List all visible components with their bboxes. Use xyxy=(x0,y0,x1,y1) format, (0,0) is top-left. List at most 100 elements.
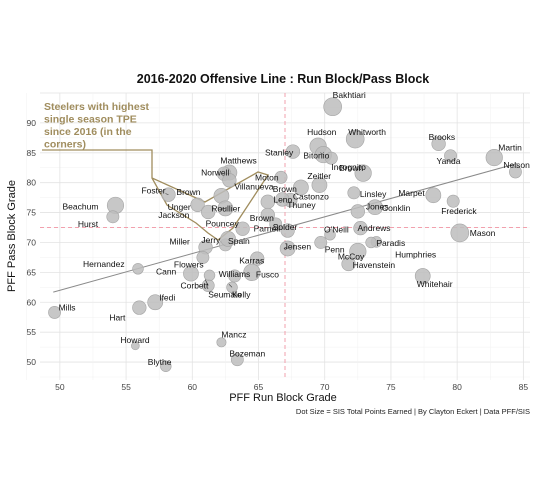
point-label: Zeitler xyxy=(307,171,331,181)
point-label: Frederick xyxy=(441,206,477,216)
data-point xyxy=(220,231,236,247)
data-point xyxy=(444,149,457,163)
point-label: Penn xyxy=(325,244,345,254)
data-point xyxy=(131,341,140,351)
point-label: Yanda xyxy=(437,156,461,166)
point-label: Paradis xyxy=(376,238,405,248)
data-point xyxy=(196,251,210,264)
point-label: Cann xyxy=(156,267,177,277)
point-label: Conklin xyxy=(382,203,411,213)
data-point xyxy=(243,263,261,281)
axis-ticks: 50 55 60 65 70 75 80 85 50 55 60 65 70 75 80 85 90 xyxy=(27,118,529,392)
data-point xyxy=(349,242,367,261)
point-labels: Bakhtiari Hudson Whitworth Brooks Yanda Marti… xyxy=(59,90,531,367)
annotation-line: Steelers with highest xyxy=(44,101,150,113)
point-label: Ifedi xyxy=(159,292,175,302)
x-tick-label: 50 xyxy=(55,382,65,392)
y-tick-label: 55 xyxy=(27,327,37,337)
data-point xyxy=(201,204,216,220)
point-label: Humphries xyxy=(395,249,436,259)
point-label: Solder xyxy=(273,222,298,232)
point-label: Kelly xyxy=(232,289,251,299)
data-point xyxy=(450,223,470,243)
point-label: Stanley xyxy=(265,148,294,158)
data-point xyxy=(323,97,342,117)
point-label: Corbett xyxy=(181,280,210,290)
chart-title: 2016-2020 Offensive Line : Run Block/Pas… xyxy=(137,72,430,86)
label-leader-lines xyxy=(165,152,324,288)
point-label: Brooks xyxy=(429,132,455,142)
point-label: Castonzo xyxy=(293,191,329,201)
point-label: Moton xyxy=(255,172,279,182)
point-label: Mancz xyxy=(221,329,246,339)
point-label: Martin xyxy=(498,143,522,153)
point-label: Unger xyxy=(168,202,191,212)
data-point xyxy=(367,199,383,216)
y-tick-label: 80 xyxy=(27,178,37,188)
y-tick-label: 70 xyxy=(27,237,37,247)
point-label: Andrews xyxy=(357,223,390,233)
data-point xyxy=(228,269,242,283)
data-point xyxy=(446,194,460,208)
point-label: Marpet xyxy=(398,188,425,198)
data-point xyxy=(235,221,250,236)
y-tick-label: 60 xyxy=(27,297,37,307)
annotation-line: single season TPE xyxy=(44,114,137,126)
point-label: Mason xyxy=(470,228,496,238)
point-label: Mills xyxy=(59,302,76,312)
x-tick-label: 70 xyxy=(320,382,330,392)
data-point xyxy=(48,306,61,319)
x-tick-label: 80 xyxy=(452,382,462,392)
point-label: Bozeman xyxy=(229,349,265,359)
y-tick-label: 50 xyxy=(27,357,37,367)
data-point xyxy=(353,220,368,236)
point-label: Brown xyxy=(339,163,363,173)
point-label: Jackson xyxy=(158,210,189,220)
data-point xyxy=(341,256,356,272)
x-tick-label: 60 xyxy=(188,382,198,392)
point-label: Whitehair xyxy=(417,279,453,289)
point-label: McCoy xyxy=(338,251,365,261)
data-point xyxy=(274,170,288,184)
point-label: Jones xyxy=(366,201,389,211)
point-label: Foster xyxy=(141,186,165,196)
data-point xyxy=(431,136,446,151)
data-point xyxy=(345,129,365,149)
data-point xyxy=(260,207,275,223)
point-label: Nelson xyxy=(503,160,530,170)
data-point xyxy=(311,177,328,193)
point-label: Thuney xyxy=(287,200,316,210)
data-point xyxy=(106,210,120,224)
point-label: Jerry xyxy=(201,235,221,245)
point-label: Norwell xyxy=(201,168,229,178)
leader-line xyxy=(219,208,226,210)
point-label: Flowers xyxy=(174,259,204,269)
point-label: Havenstein xyxy=(353,260,396,270)
leader-line xyxy=(165,193,169,195)
point-label: Jensen xyxy=(284,241,312,251)
leader-line xyxy=(204,279,209,286)
point-label: Matthews xyxy=(220,156,256,166)
leader-line xyxy=(320,152,324,155)
data-point xyxy=(275,192,290,207)
data-point xyxy=(190,197,205,212)
point-label: Brown xyxy=(250,213,274,223)
data-point xyxy=(160,360,172,372)
point-label: Miller xyxy=(170,236,190,246)
point-label: Roullier xyxy=(211,203,240,213)
x-tick-label: 55 xyxy=(121,382,131,392)
point-label: Howard xyxy=(120,335,150,345)
data-point xyxy=(203,269,216,282)
leader-line xyxy=(228,284,233,288)
data-point xyxy=(350,204,365,219)
y-tick-label: 85 xyxy=(27,148,37,158)
data-point xyxy=(147,294,164,311)
x-axis-title: PFF Run Block Grade xyxy=(229,392,337,404)
point-label: Brown xyxy=(176,187,200,197)
point-label: Brown xyxy=(273,184,297,194)
point-label: Villanueva xyxy=(234,181,273,191)
point-label: Hurst xyxy=(78,219,99,229)
point-label: Hernandez xyxy=(83,259,125,269)
point-label: Spain xyxy=(228,236,250,246)
